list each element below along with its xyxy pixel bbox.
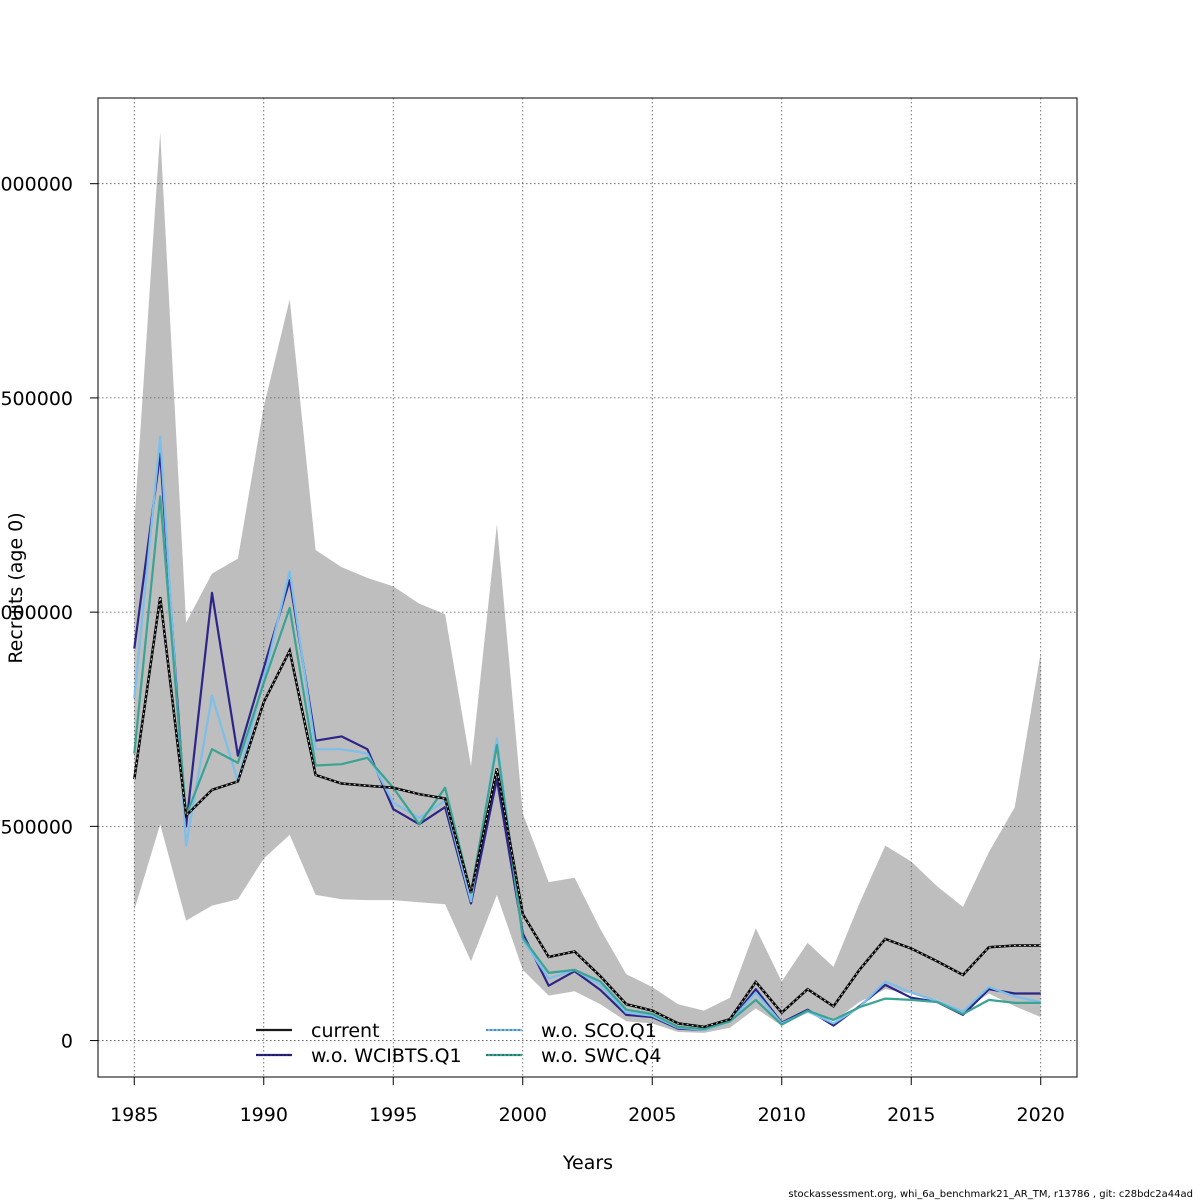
series-line-current <box>133 597 1041 1028</box>
caption: stockassessment.org, whi_6a_benchmark21_… <box>788 1189 1193 1200</box>
x-tick-label: 2005 <box>628 1104 676 1126</box>
y-tick-label: 1500000 <box>0 388 73 410</box>
x-tick-label: 2010 <box>758 1104 806 1126</box>
series-layer <box>133 435 1041 1031</box>
plot-frame <box>97 97 1078 1078</box>
x-tick-label: 1985 <box>110 1104 158 1126</box>
legend-label: w.o. SWC.Q4 <box>541 1045 661 1067</box>
x-tick-label: 1990 <box>240 1104 288 1126</box>
x-tick-label: 1995 <box>369 1104 417 1126</box>
series-line <box>133 495 1041 1031</box>
y-tick-label: 500000 <box>0 816 73 838</box>
x-axis-title: Years <box>562 1152 613 1174</box>
x-tick-label: 2000 <box>499 1104 547 1126</box>
x-tick-label: 2020 <box>1017 1104 1065 1126</box>
series-line <box>133 435 1041 1031</box>
confidence-band <box>134 132 1041 1033</box>
legend: current w.o. WCIBTS.Q1 w.o. SCO.Q1 w.o. SWC… <box>256 1020 661 1067</box>
legend-label: w.o. SCO.Q1 <box>541 1020 657 1042</box>
y-axis-title: Recruits (age 0) <box>5 512 27 663</box>
legend-label: w.o. WCIBTS.Q1 <box>311 1045 462 1067</box>
grid-layer <box>98 98 1077 1077</box>
x-tick-label: 2015 <box>887 1104 935 1126</box>
legend-label: current <box>311 1020 380 1042</box>
y-tick-label: 2000000 <box>0 174 73 196</box>
x-axis: 1985 1990 1995 2000 2005 2010 2015 2020 <box>110 1077 1065 1126</box>
y-tick-label: 1000000 <box>0 602 73 624</box>
confidence-band-layer <box>134 132 1041 1033</box>
y-axis: 0 500000 1000000 1500000 2000000 <box>0 174 98 1053</box>
series-line <box>133 452 1041 1031</box>
y-tick-label: 0 <box>61 1031 73 1053</box>
